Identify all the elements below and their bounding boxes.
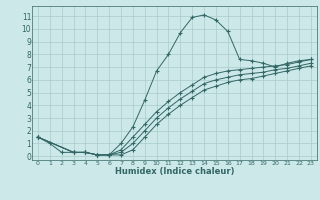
X-axis label: Humidex (Indice chaleur): Humidex (Indice chaleur) <box>115 167 234 176</box>
